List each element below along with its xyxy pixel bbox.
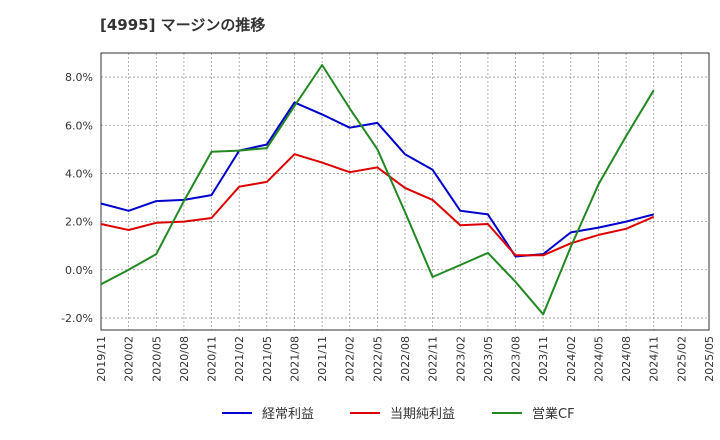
x-tick-label: 2020/02: [123, 336, 136, 382]
series-line-3: [100, 64, 655, 316]
x-tick-label: 2023/02: [454, 336, 467, 382]
x-tick-label: 2023/05: [482, 336, 495, 382]
y-tick-label: 2.0%: [65, 216, 93, 229]
x-tick-label: 2024/08: [620, 336, 633, 382]
y-tick-label: 0.0%: [65, 264, 93, 277]
legend-label-1: 経常利益: [262, 407, 314, 422]
x-tick-label: 2021/02: [233, 336, 246, 382]
x-tick-label: 2023/08: [510, 336, 523, 382]
plot-frame: [100, 52, 710, 331]
x-tick-label: 2024/05: [592, 336, 605, 382]
x-tick-label: 2025/02: [675, 336, 688, 382]
y-tick-label: -2.0%: [61, 312, 93, 325]
x-tick-label: 2019/11: [95, 336, 108, 382]
x-tick-label: 2022/11: [427, 336, 440, 382]
x-tick-label: 2020/05: [150, 336, 163, 382]
legend-label-2: 当期純利益: [390, 407, 455, 422]
y-tick-label: 4.0%: [65, 167, 93, 180]
x-tick-label: 2021/08: [288, 336, 301, 382]
series-line-2: [100, 153, 655, 257]
x-tick-label: 2024/02: [565, 336, 578, 382]
chart-title: [4995] マージンの推移: [100, 16, 266, 34]
x-tick-label: 2024/11: [648, 336, 661, 382]
x-tick-label: 2020/08: [178, 336, 191, 382]
x-tick-label: 2020/11: [206, 336, 219, 382]
legend-label-3: 営業CF: [532, 406, 575, 422]
y-tick-label: 6.0%: [65, 119, 93, 132]
x-tick-label: 2022/05: [371, 336, 384, 382]
series-line-1: [100, 101, 654, 258]
x-tick-label: 2022/08: [399, 336, 412, 382]
x-tick-label: 2021/05: [261, 336, 274, 382]
x-tick-label: 2021/11: [316, 336, 329, 382]
x-tick-label: 2022/02: [344, 336, 357, 382]
x-tick-label: 2025/05: [703, 336, 716, 382]
y-tick-label: 8.0%: [65, 71, 93, 84]
x-tick-label: 2023/11: [537, 336, 550, 382]
plot-area: [101, 53, 709, 330]
